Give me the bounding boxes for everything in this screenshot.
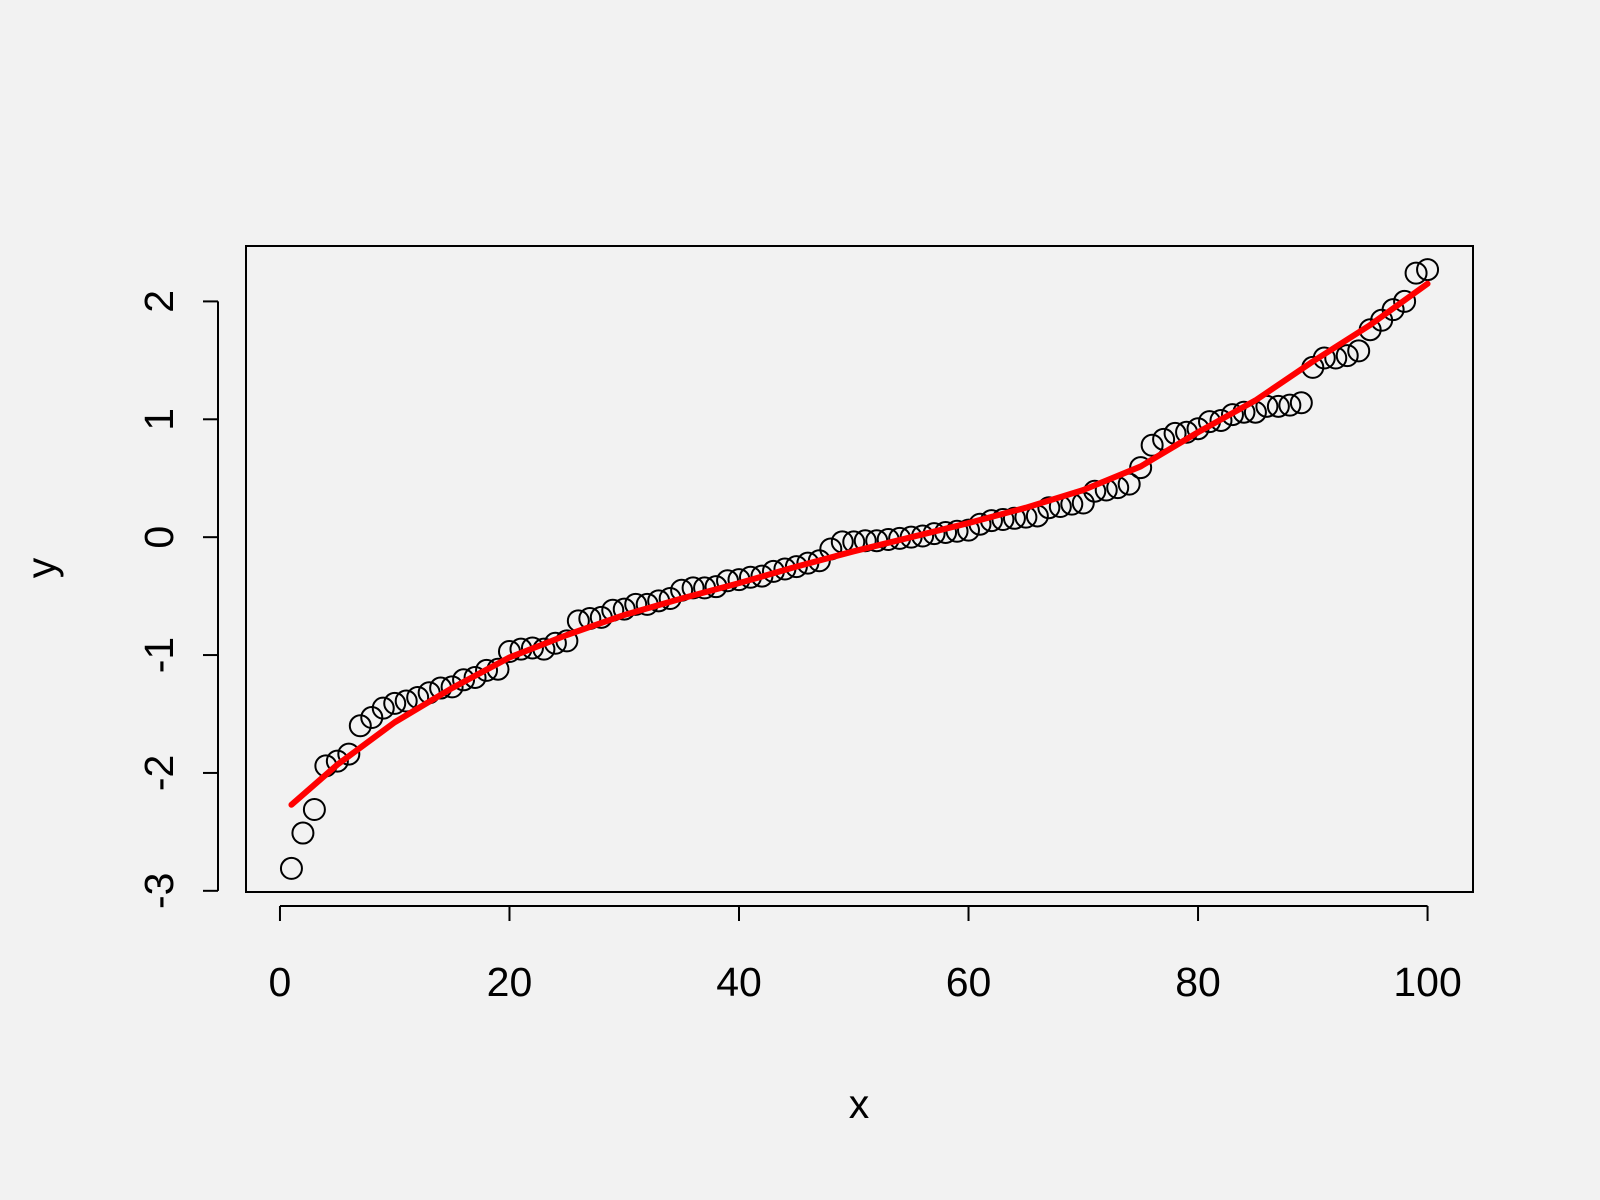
point xyxy=(1220,403,1244,427)
point xyxy=(1140,433,1164,457)
y-tick-label: -3 xyxy=(136,873,182,909)
point xyxy=(371,696,395,720)
point xyxy=(440,675,464,699)
x-tick-label: 60 xyxy=(946,959,992,1005)
point xyxy=(452,668,476,692)
x-tick-label: 20 xyxy=(487,959,533,1005)
x-axis-label: x xyxy=(849,1081,870,1127)
fit-line xyxy=(288,280,1431,808)
y-axis-label: y xyxy=(18,557,64,578)
x-tick-label: 80 xyxy=(1175,959,1221,1005)
point xyxy=(1381,298,1405,322)
y-tick-label: 1 xyxy=(136,408,182,431)
point xyxy=(1335,344,1359,368)
point xyxy=(624,592,648,616)
y-tick-label: 0 xyxy=(136,526,182,549)
point xyxy=(383,691,407,715)
plot-frame xyxy=(245,245,1474,893)
point xyxy=(475,658,499,682)
point xyxy=(291,821,315,845)
point xyxy=(957,518,981,542)
x-tick-label: 40 xyxy=(716,959,762,1005)
x-tick-label: 100 xyxy=(1393,959,1461,1005)
point xyxy=(1209,408,1233,432)
point xyxy=(520,636,544,660)
point xyxy=(1289,391,1313,415)
point xyxy=(394,689,418,713)
point xyxy=(279,856,303,880)
point xyxy=(325,749,349,773)
y-tick-label: -2 xyxy=(136,755,182,791)
point xyxy=(1404,261,1428,285)
point xyxy=(1393,289,1417,313)
point xyxy=(1416,258,1440,282)
y-tick-label: -1 xyxy=(136,637,182,673)
point xyxy=(348,714,372,738)
point xyxy=(302,797,326,821)
point xyxy=(1347,339,1371,363)
point xyxy=(1278,393,1302,417)
point xyxy=(337,742,361,766)
y-tick-label: 2 xyxy=(136,290,182,313)
point xyxy=(360,706,384,730)
point xyxy=(1266,394,1290,418)
x-tick-label: 0 xyxy=(269,959,292,1005)
point xyxy=(1037,496,1061,520)
point xyxy=(463,665,487,689)
